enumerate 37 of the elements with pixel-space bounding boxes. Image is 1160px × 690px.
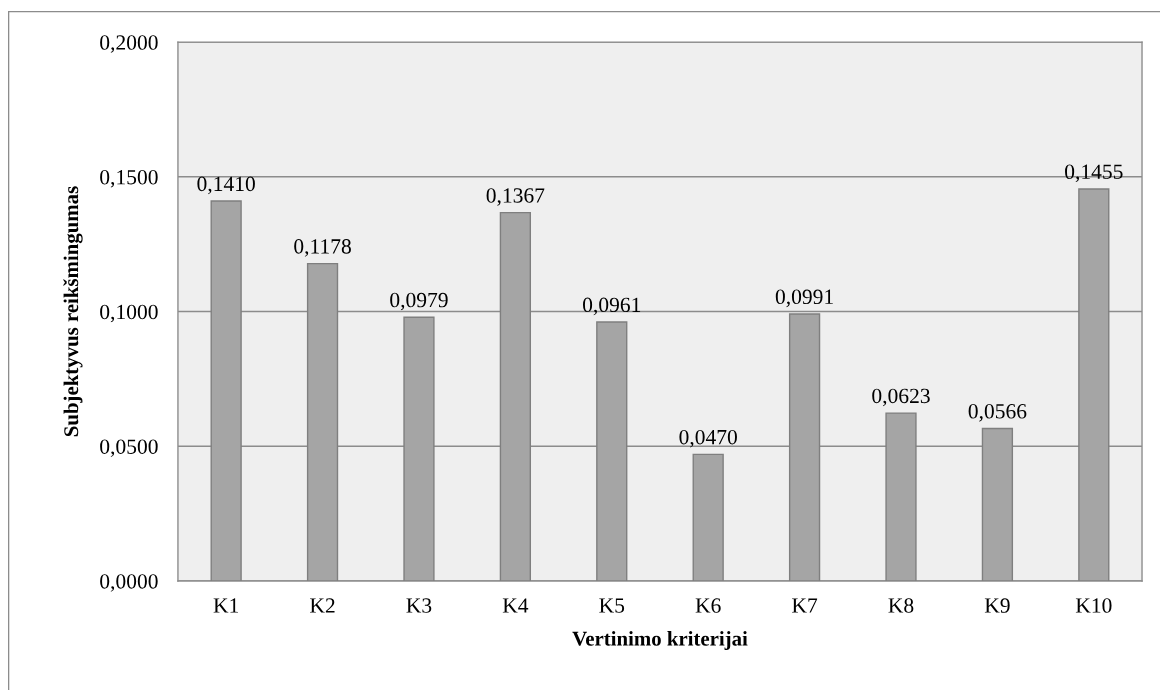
bar — [499, 211, 532, 581]
data-label: 0,0991 — [775, 289, 833, 308]
y-tick-label: 0,0000 — [100, 574, 158, 592]
bar — [306, 262, 339, 581]
data-label: 0,0623 — [872, 388, 930, 407]
data-label: 0,1410 — [197, 176, 255, 195]
data-label: 0,0979 — [390, 292, 448, 311]
data-label: 0,0470 — [679, 429, 737, 448]
data-label: 0,1367 — [486, 188, 545, 206]
y-tick-label: 0,1500 — [100, 169, 158, 188]
x-tick-label: K6 — [695, 598, 721, 613]
bar — [788, 313, 821, 581]
data-label: 0,0961 — [583, 297, 641, 316]
bar — [403, 316, 435, 581]
x-tick-label: K4 — [502, 598, 529, 613]
data-label: 0,1178 — [294, 239, 351, 257]
x-tick-label: K2 — [310, 598, 335, 613]
x-tick-label: K9 — [984, 598, 1010, 613]
y-axis-title: Subjektyvus reikšmingumas — [63, 186, 83, 437]
y-tick-label: 0,2000 — [100, 35, 158, 53]
data-label: 0,1455 — [1065, 164, 1123, 183]
y-tick-label: 0,1000 — [100, 304, 158, 323]
y-tick-label: 0,0500 — [100, 439, 158, 458]
x-tick-label: K1 — [213, 598, 239, 613]
data-label: 0,0566 — [968, 404, 1027, 422]
bar — [596, 321, 628, 581]
x-tick-label: K8 — [888, 598, 914, 613]
bar — [210, 200, 242, 581]
bar — [981, 427, 1014, 581]
x-tick-label: K7 — [792, 598, 818, 613]
bar — [885, 412, 917, 581]
x-tick-label: K3 — [406, 598, 432, 613]
bar — [692, 453, 724, 581]
x-axis-title: Vertinimo kriterijai — [572, 631, 748, 650]
x-tick-label: K5 — [599, 598, 625, 613]
x-tick-label: K10 — [1075, 598, 1112, 613]
bar — [1078, 188, 1110, 581]
